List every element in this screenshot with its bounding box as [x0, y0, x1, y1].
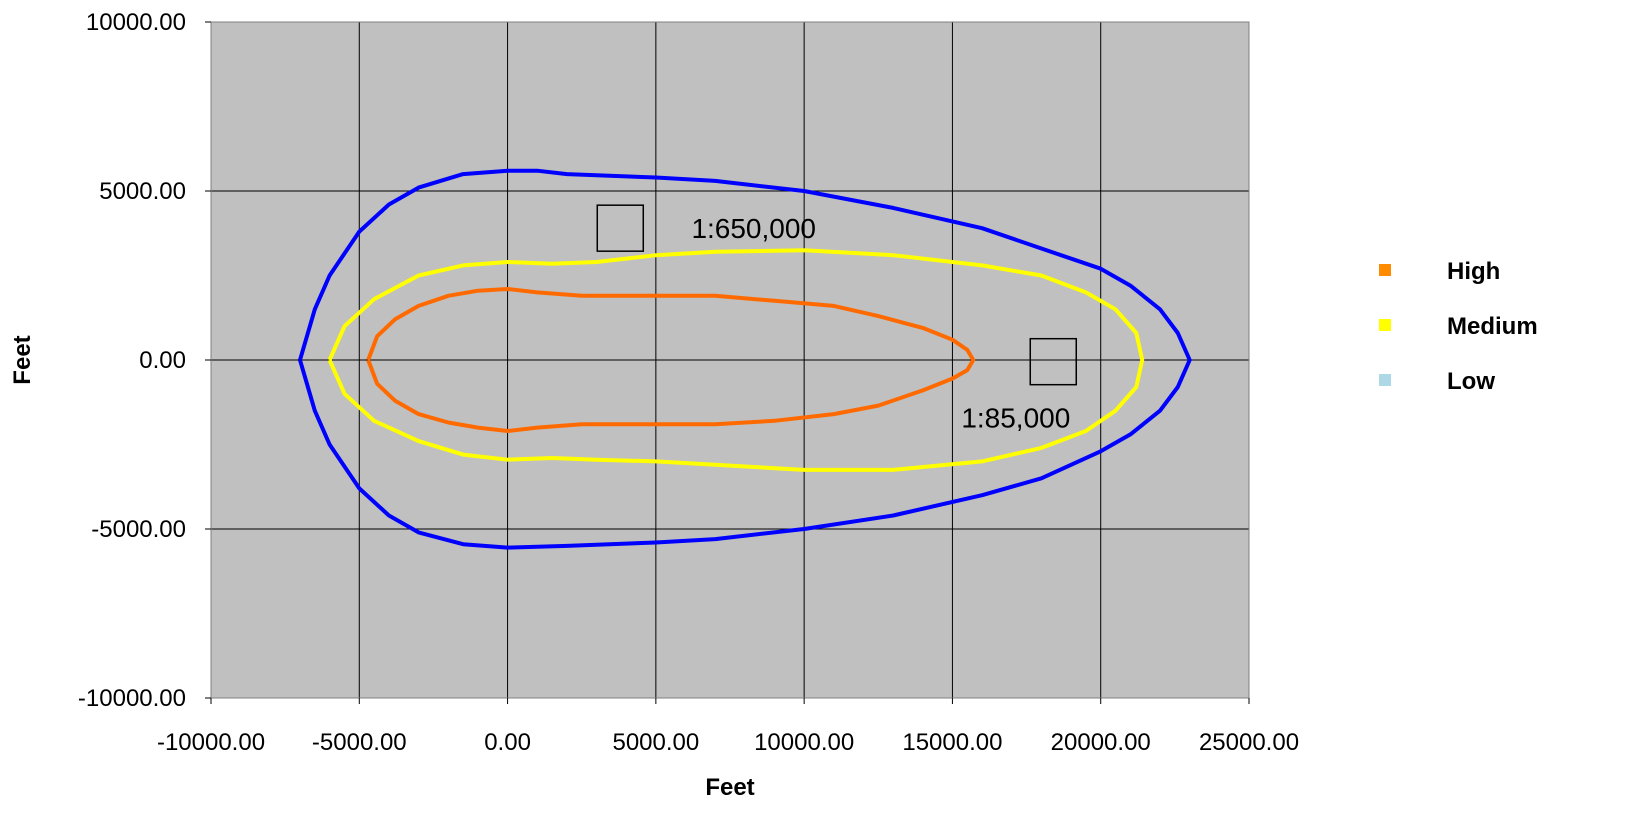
x-tick-label: 25000.00 — [1199, 729, 1299, 756]
x-tick-label: 5000.00 — [612, 729, 699, 756]
x-tick-label: 10000.00 — [754, 729, 854, 756]
annotation-layer: 1:650,000 1:85,000 — [596, 204, 1078, 433]
annotation-box — [596, 204, 645, 252]
series-line-medium — [327, 248, 1145, 472]
legend-label-high: High — [1447, 258, 1500, 285]
y-tick-label: 5000.00 — [99, 178, 186, 205]
legend: High Medium Low — [1379, 258, 1538, 395]
x-axis-title: Feet — [705, 774, 754, 801]
y-tick-label: -5000.00 — [91, 516, 186, 543]
x-tick-label: 0.00 — [484, 729, 531, 756]
series-layer — [298, 168, 1192, 550]
annotation-label: 1:650,000 — [691, 213, 816, 244]
x-tick-label: 15000.00 — [902, 729, 1002, 756]
x-tick-label: -5000.00 — [312, 729, 407, 756]
y-tick-label: 10000.00 — [86, 9, 186, 36]
legend-label-low: Low — [1447, 368, 1495, 395]
annotation-label: 1:85,000 — [961, 402, 1070, 433]
y-tick-label: 0.00 — [139, 347, 186, 374]
series-line-high — [366, 287, 976, 433]
grid — [211, 22, 1249, 698]
series-line-blue-contour — [298, 168, 1192, 550]
axis-ticks: -10000.00 -5000.00 0.00 5000.00 10000.00 1500… — [78, 9, 1299, 756]
legend-swatch-medium — [1379, 319, 1391, 331]
legend-swatch-low — [1379, 374, 1391, 386]
x-tick-label: -10000.00 — [157, 729, 265, 756]
y-tick-label: -10000.00 — [78, 685, 186, 712]
annotation-box — [1029, 337, 1078, 386]
legend-swatch-high — [1379, 264, 1391, 276]
y-axis-title: Feet — [9, 335, 36, 384]
legend-label-medium: Medium — [1447, 313, 1538, 340]
x-tick-label: 20000.00 — [1051, 729, 1151, 756]
